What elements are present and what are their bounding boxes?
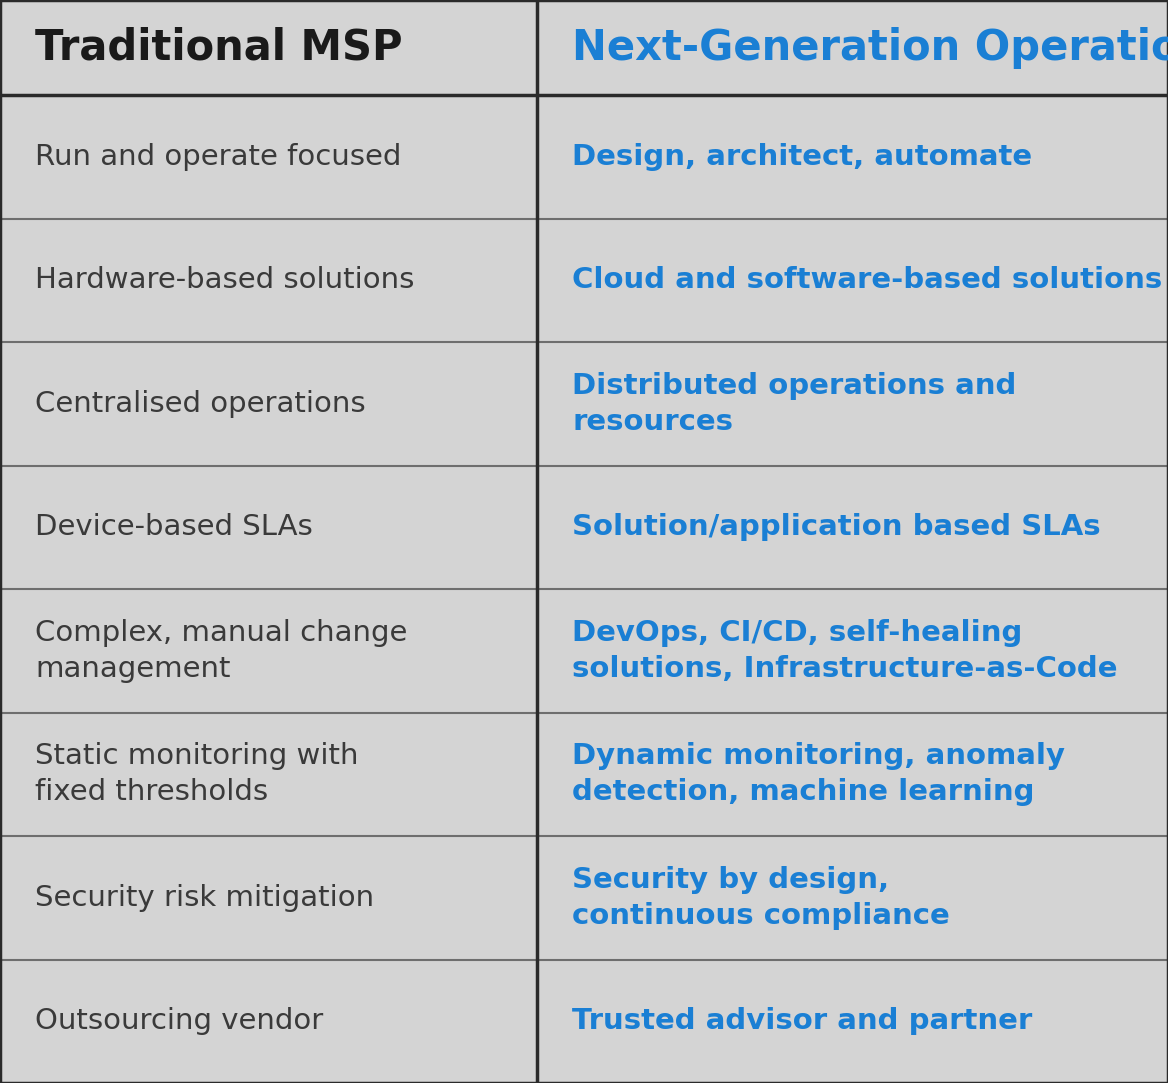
Text: Static monitoring with
fixed thresholds: Static monitoring with fixed thresholds [35,743,359,806]
Text: Complex, manual change
management: Complex, manual change management [35,619,408,682]
Text: Distributed operations and
resources: Distributed operations and resources [572,373,1016,435]
Text: Cloud and software-based solutions: Cloud and software-based solutions [572,266,1162,295]
Text: Design, architect, automate: Design, architect, automate [572,143,1033,171]
Text: Device-based SLAs: Device-based SLAs [35,513,313,542]
Text: Security by design,
continuous compliance: Security by design, continuous complianc… [572,866,950,929]
Text: Security risk mitigation: Security risk mitigation [35,884,374,912]
Text: Solution/application based SLAs: Solution/application based SLAs [572,513,1101,542]
Text: Traditional MSP: Traditional MSP [35,27,403,68]
Text: Centralised operations: Centralised operations [35,390,366,418]
Text: DevOps, CI/CD, self-healing
solutions, Infrastructure-as-Code: DevOps, CI/CD, self-healing solutions, I… [572,619,1118,682]
Text: Hardware-based solutions: Hardware-based solutions [35,266,415,295]
Text: Run and operate focused: Run and operate focused [35,143,402,171]
Text: Next-Generation Operations: Next-Generation Operations [572,27,1168,68]
Text: Trusted advisor and partner: Trusted advisor and partner [572,1007,1033,1035]
Text: Dynamic monitoring, anomaly
detection, machine learning: Dynamic monitoring, anomaly detection, m… [572,743,1065,806]
Text: Outsourcing vendor: Outsourcing vendor [35,1007,324,1035]
